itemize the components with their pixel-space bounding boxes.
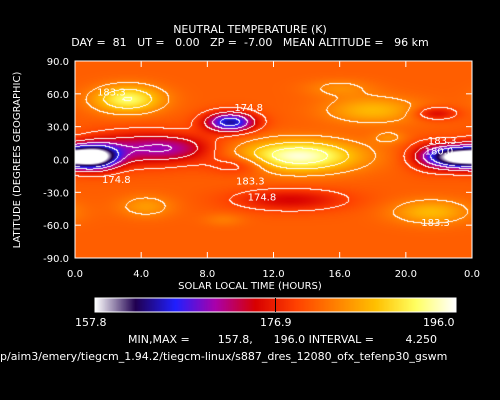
x-axis-ticks: 0.0 4.0 8.0 12.0 16.0 20.0 0.0 xyxy=(67,61,480,280)
contour-label: 180.0 xyxy=(425,147,454,158)
temperature-field xyxy=(75,61,472,258)
file-path-text: p/aim3/emery/tiegcm_1.94.2/tiegcm-linux/… xyxy=(0,350,448,363)
y-tick-label: 60.0 xyxy=(47,90,69,101)
contour-label: 183.3 xyxy=(428,136,457,147)
x-tick-label: 20.0 xyxy=(395,269,417,280)
y-tick-label: 90.0 xyxy=(47,57,69,68)
x-tick-label: 8.0 xyxy=(199,269,215,280)
min-max-interval-text: MIN,MAX = 157.8, 196.0 INTERVAL = 4.250 xyxy=(128,333,437,346)
contour-label: 183.3 xyxy=(97,88,126,99)
y-tick-label: 0.0 xyxy=(53,156,69,167)
y-tick-label: 30.0 xyxy=(47,123,69,134)
contour-label: 174.8 xyxy=(248,193,277,204)
x-tick-label: 12.0 xyxy=(262,269,284,280)
y-tick-label: -30.0 xyxy=(43,188,69,199)
contour-label: 183.3 xyxy=(421,218,450,229)
x-tick-label: 0.0 xyxy=(464,269,480,280)
x-tick-label: 4.0 xyxy=(133,269,149,280)
x-tick-label: 0.0 xyxy=(67,269,83,280)
chart-title: NEUTRAL TEMPERATURE (K) xyxy=(173,23,327,36)
y-tick-label: -90.0 xyxy=(43,254,69,265)
chart-subtitle: DAY = 81 UT = 0.00 ZP = -7.00 MEAN ALTIT… xyxy=(71,36,429,49)
colorbar-max-label: 196.0 xyxy=(423,316,455,329)
contour-label: 174.8 xyxy=(102,175,131,186)
x-tick-label: 16.0 xyxy=(329,269,351,280)
colorbar-min-label: 157.8 xyxy=(75,316,107,329)
contour-label: 174.8 xyxy=(234,103,263,114)
contour-label: 183.3 xyxy=(236,176,265,187)
y-axis-ticks: 90.0 60.0 30.0 0.0 -30.0 -60.0 -90.0 xyxy=(43,57,472,265)
x-axis-label: SOLAR LOCAL TIME (HOURS) xyxy=(178,281,322,292)
colorbar-mid-label: 176.9 xyxy=(260,316,292,329)
y-tick-label: -60.0 xyxy=(43,221,69,232)
